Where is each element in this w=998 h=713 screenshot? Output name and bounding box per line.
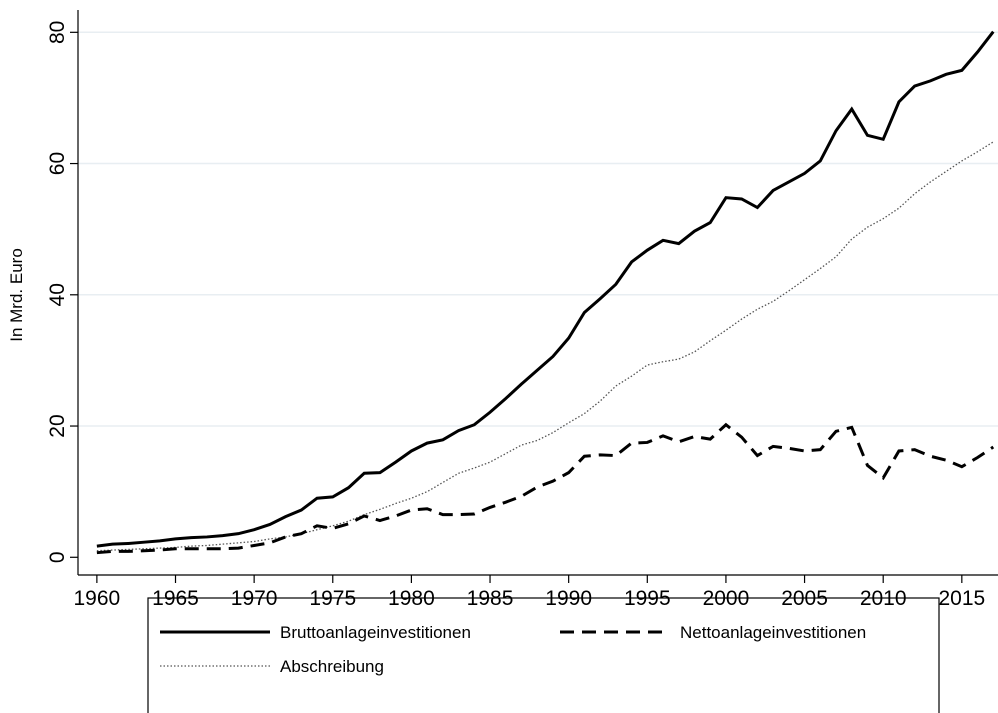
series-line [96, 141, 994, 552]
y-tick-label: 0 [46, 551, 69, 563]
legend-label: Nettoanlageinvestitionen [680, 623, 866, 642]
y-axis-label: In Mrd. Euro [7, 248, 26, 342]
y-tick-label: 20 [46, 414, 69, 437]
y-tick-label: 40 [46, 283, 69, 306]
x-tick-label: 2015 [938, 587, 985, 610]
series-line [96, 30, 995, 548]
y-tick-label: 80 [46, 21, 69, 44]
legend-label: Abschreibung [280, 657, 384, 676]
y-tick-label: 60 [46, 152, 69, 175]
legend-label: Bruttoanlageinvestitionen [280, 623, 471, 642]
x-tick-label: 1960 [74, 587, 121, 610]
legend-box [147, 597, 940, 713]
series-line [96, 422, 995, 555]
